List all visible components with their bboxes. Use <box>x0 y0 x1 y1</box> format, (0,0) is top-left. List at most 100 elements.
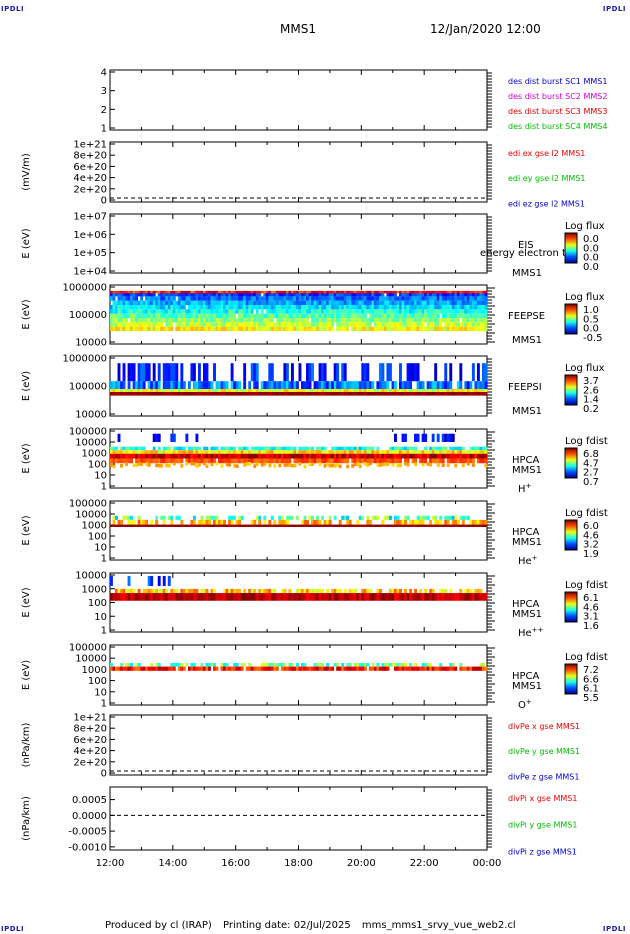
spectrogram-cell <box>396 313 400 319</box>
spectrogram-cell <box>280 519 284 525</box>
spectrogram-cell <box>228 588 232 594</box>
spectrogram-cell <box>210 458 214 464</box>
colorbar-title: Log flux <box>565 363 605 374</box>
spectrogram-cell <box>117 593 121 601</box>
spectrogram-cell <box>140 305 144 310</box>
spectrogram-cell <box>213 446 216 451</box>
spectrogram-cell <box>346 458 350 464</box>
spectrogram-cell <box>225 450 229 454</box>
legend-entry: des dist burst SC1 MMS1 <box>508 77 607 86</box>
spectrogram-cell <box>278 392 282 396</box>
spectrogram-cell <box>338 326 342 332</box>
spectrogram-cell <box>278 450 282 454</box>
spectrogram-cell <box>280 458 284 464</box>
spectrogram-cell <box>265 305 269 310</box>
spectrogram-cell <box>268 322 272 327</box>
spectrogram-cell <box>248 318 252 323</box>
spectrogram-cell <box>288 322 292 327</box>
spectrogram-cell <box>404 433 407 442</box>
spectrogram-cell <box>238 381 242 389</box>
spectrogram-cell <box>476 593 480 601</box>
spectrogram-cell <box>331 305 335 310</box>
spectrogram-cell <box>177 381 181 389</box>
spectrogram-cell <box>190 392 194 396</box>
spectrogram-cell <box>341 593 345 601</box>
spectrogram-cell <box>180 326 184 332</box>
spectrogram-cell <box>162 296 166 301</box>
spectrogram-cell <box>409 519 412 525</box>
spectrogram-cell <box>466 461 470 466</box>
spectrogram-cell <box>303 515 307 520</box>
spectrogram-cell <box>162 450 166 454</box>
spectrogram-cell <box>394 309 397 314</box>
spectrogram-cell <box>145 458 149 464</box>
spectrogram-cell <box>414 663 418 667</box>
spectrogram-cell <box>187 318 191 323</box>
spectrogram-cell <box>386 666 390 671</box>
spectrogram-cell <box>419 392 423 396</box>
spectrogram-cell <box>386 296 390 301</box>
colorbar-tick-label: 3.1 <box>583 612 599 623</box>
spectrogram-cell <box>311 524 314 527</box>
spectrogram-cell <box>471 463 475 467</box>
spectrogram-cell <box>177 322 181 327</box>
spectrogram-cell <box>250 450 254 454</box>
spectrogram-cell <box>431 392 435 396</box>
spectrogram-cell <box>328 458 332 464</box>
spectrogram-cell <box>137 318 141 323</box>
spectrogram-cell <box>140 389 144 392</box>
y-tick-label: 10000 <box>75 338 107 349</box>
spectrogram-cell <box>436 389 440 392</box>
spectrogram-cell <box>200 296 204 301</box>
spectrogram-cell <box>383 524 387 527</box>
spectrogram-cell <box>479 392 483 396</box>
spectrogram-cell <box>434 593 438 601</box>
colorbar-tick-label: 0.0 <box>583 243 599 254</box>
spectrogram-cell <box>202 296 206 301</box>
spectrogram-cell <box>416 305 420 310</box>
spectrogram-cell <box>253 519 257 525</box>
spectrogram-cell <box>469 322 473 327</box>
spectrogram-cell <box>215 305 219 310</box>
spectrogram-cell <box>278 318 282 323</box>
spectrogram-cell <box>233 464 237 468</box>
spectrogram-cell <box>303 453 307 459</box>
spectrogram-cell <box>202 666 206 671</box>
corner-label-bottom-left: IPDLI <box>1 925 25 933</box>
spectrogram-cell <box>162 458 166 464</box>
spectrogram-cell <box>336 305 340 310</box>
spectrogram-cell <box>484 389 488 392</box>
spectrogram-cell <box>127 453 131 459</box>
spectrogram-cell <box>484 453 488 459</box>
spectrogram-cell <box>278 292 282 297</box>
spectrogram-cell <box>306 458 309 464</box>
spectrogram-cell <box>331 296 335 301</box>
spectrogram-cell <box>321 326 325 332</box>
spectrogram-cell <box>223 450 227 454</box>
y-tick-label: 1000 <box>82 665 107 676</box>
spectrogram-cell <box>238 666 242 671</box>
spectrogram-cell <box>202 322 206 327</box>
spectrogram-cell <box>391 296 395 301</box>
spectrogram-cell <box>318 453 322 459</box>
spectrogram-cell <box>328 515 332 520</box>
spectrogram-cell <box>293 300 297 306</box>
spectrogram-cell <box>391 463 395 467</box>
spectrogram-cell <box>441 290 445 294</box>
spectrogram-cell <box>451 663 455 667</box>
spectrogram-cell <box>479 389 483 392</box>
spectrogram-cell <box>132 463 136 468</box>
spectrogram-cell <box>180 519 184 525</box>
spectrogram-cell <box>288 290 292 294</box>
spectrogram-cell <box>469 296 473 301</box>
spectrogram-cell <box>275 322 279 327</box>
spectrogram-cell <box>110 663 113 667</box>
spectrogram-cell <box>233 300 237 306</box>
spectrogram-cell <box>399 450 402 454</box>
spectrogram-cell <box>386 663 390 667</box>
colorbar-tick-label: 6.0 <box>583 521 599 532</box>
spectrogram-cell <box>416 300 420 306</box>
spectrogram-cell <box>285 389 289 392</box>
spectrogram-cell <box>132 363 136 382</box>
spectrogram-cell <box>451 433 455 442</box>
